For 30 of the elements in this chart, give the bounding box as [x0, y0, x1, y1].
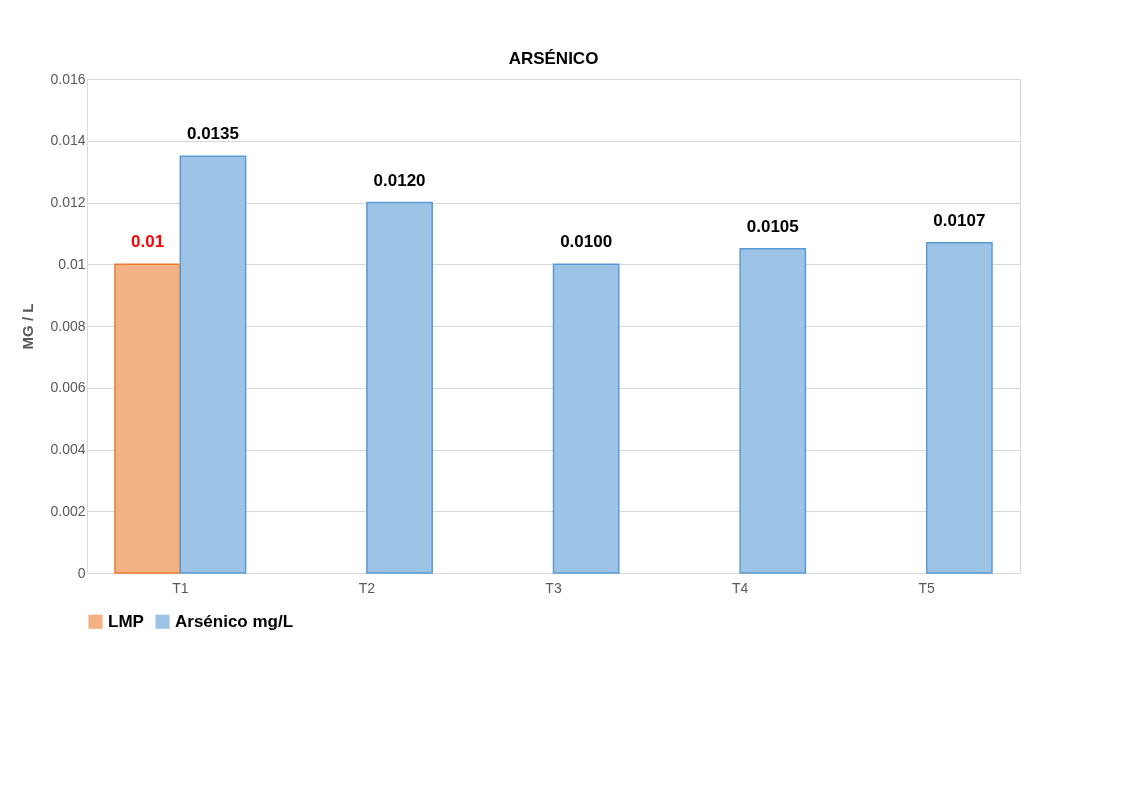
x-tick-label: T2	[358, 579, 376, 596]
x-tick-label: T1	[172, 579, 189, 596]
bar	[739, 248, 807, 574]
y-tick-label: 0.01	[58, 255, 86, 272]
bar	[925, 241, 993, 574]
y-tick-label: 0.014	[50, 132, 86, 149]
x-tick-label: T3	[545, 579, 562, 596]
y-tick-label: 0.006	[50, 379, 86, 396]
y-tick-label: 0.002	[50, 502, 86, 519]
bar	[179, 155, 247, 574]
legend-label: Arsénico mg/L	[175, 611, 294, 631]
y-tick-label: 0.016	[50, 70, 86, 87]
x-tick-label: T4	[731, 579, 749, 596]
legend-label: LMP	[108, 611, 144, 631]
x-tick-label: T5	[918, 579, 936, 596]
data-label: 0.0107	[933, 210, 986, 230]
data-label: 0.0100	[560, 232, 613, 252]
y-axis-title: MG / L	[19, 303, 37, 350]
data-label: 0.0105	[746, 216, 799, 236]
bar	[366, 201, 433, 574]
bar	[552, 263, 620, 574]
data-label: 0.0120	[373, 170, 426, 190]
chart-title: ARSÉNICO	[508, 49, 599, 68]
y-tick-label: 0.008	[50, 317, 86, 334]
y-tick-label: 0.012	[50, 194, 86, 210]
data-label: 0.01	[131, 232, 165, 252]
bar	[114, 263, 182, 574]
y-tick-label: 0.004	[50, 441, 86, 457]
data-label: 0.0135	[186, 124, 239, 144]
y-tick-label: 0	[77, 564, 86, 581]
